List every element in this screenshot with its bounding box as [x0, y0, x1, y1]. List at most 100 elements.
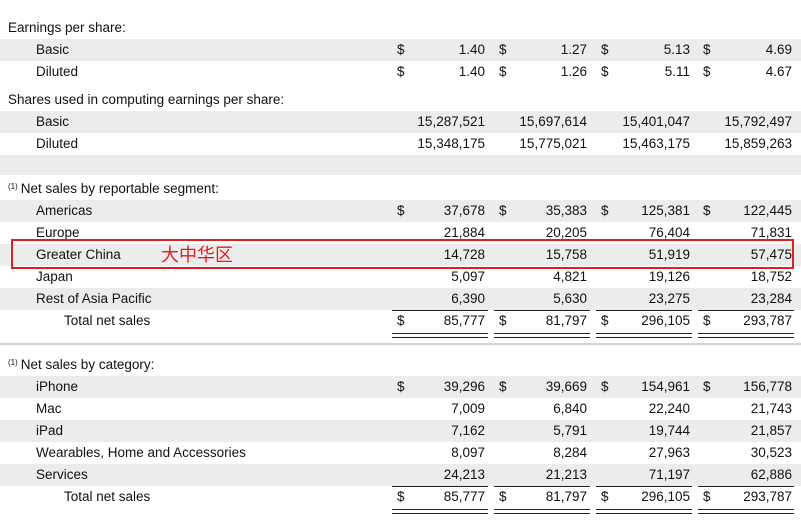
row-label: Europe [36, 225, 80, 240]
category-heading-row: (1) Net sales by category: [0, 354, 801, 376]
row-label: Basic [36, 114, 70, 129]
cell-value: 4,821 [553, 269, 587, 284]
currency-symbol: $ [397, 313, 405, 328]
total-double-rule [698, 333, 794, 338]
currency-symbol: $ [601, 203, 609, 218]
row-label: Wearables, Home and Accessories [36, 445, 246, 460]
eps-heading: Earnings per share: [8, 20, 126, 35]
currency-symbol: $ [397, 64, 405, 79]
currency-symbol: $ [397, 489, 405, 504]
row-label: iPad [36, 423, 64, 438]
cell-value: 39,296 [443, 379, 485, 394]
cell-value: 5,630 [553, 291, 587, 306]
cell-value: 39,669 [545, 379, 587, 394]
cell-value: 1.26 [560, 64, 587, 79]
spacer-row [0, 155, 801, 175]
total-double-rule [698, 509, 794, 514]
cell-value: 15,463,175 [622, 136, 690, 151]
footnote-marker: (1) [8, 358, 18, 367]
row-label: Japan [36, 269, 73, 284]
footnote-marker: (1) [8, 182, 18, 191]
cell-value: 8,097 [451, 445, 485, 460]
table-row: Europe 21,884 20,205 76,404 71,831 [0, 222, 801, 244]
cell-value: 4.69 [765, 42, 792, 57]
currency-symbol: $ [601, 42, 609, 57]
cell-value: 19,744 [648, 423, 690, 438]
cell-value: 37,678 [443, 203, 485, 218]
subtotal-rule [596, 486, 692, 487]
cell-value: 21,743 [750, 401, 792, 416]
row-label: Mac [36, 401, 62, 416]
cell-value: 71,197 [648, 467, 690, 482]
highlight-box [11, 239, 794, 269]
subtotal-rule [494, 486, 590, 487]
cell-value: 15,792,497 [724, 114, 792, 129]
total-value: 85,777 [443, 489, 485, 504]
total-row: Total net sales $ 85,777 $ 81,797 $ 296,… [0, 486, 801, 508]
currency-symbol: $ [703, 64, 711, 79]
cell-value: 30,523 [750, 445, 792, 460]
cell-value: 15,287,521 [417, 114, 485, 129]
currency-symbol: $ [499, 313, 507, 328]
total-double-rule [494, 509, 590, 514]
segment-heading-wrap: (1) Net sales by reportable segment: [8, 181, 219, 196]
cell-value: 156,778 [743, 379, 792, 394]
total-value: 81,797 [545, 313, 587, 328]
cell-value: 15,697,614 [519, 114, 587, 129]
table-row: Diluted 15,348,175 15,775,021 15,463,175… [0, 133, 801, 155]
currency-symbol: $ [703, 42, 711, 57]
shares-heading: Shares used in computing earnings per sh… [8, 92, 285, 107]
segment-heading-row: (1) Net sales by reportable segment: [0, 178, 801, 200]
cell-value: 6,840 [553, 401, 587, 416]
subtotal-rule [494, 310, 590, 311]
table-row: Americas $ 37,678 $ 35,383 $ 125,381 $ 1… [0, 200, 801, 222]
total-value: 293,787 [743, 313, 792, 328]
table-row: Rest of Asia Pacific 6,390 5,630 23,275 … [0, 288, 801, 310]
shares-heading-row: Shares used in computing earnings per sh… [0, 89, 801, 111]
row-label: Greater China [36, 247, 121, 262]
table-row: Basic 15,287,521 15,697,614 15,401,047 1… [0, 111, 801, 133]
currency-symbol: $ [601, 379, 609, 394]
cell-value: 62,886 [750, 467, 792, 482]
currency-symbol: $ [703, 489, 711, 504]
table-row: iPad 7,162 5,791 19,744 21,857 [0, 420, 801, 442]
total-double-rule [596, 333, 692, 338]
row-label: Services [36, 467, 88, 482]
cell-value: 5,791 [553, 423, 587, 438]
subtotal-rule [392, 486, 488, 487]
cell-value: 23,275 [648, 291, 690, 306]
cell-value: 8,284 [553, 445, 587, 460]
category-heading-wrap: (1) Net sales by category: [8, 357, 154, 372]
subtotal-rule [698, 310, 794, 311]
currency-symbol: $ [397, 203, 405, 218]
category-heading: Net sales by category: [20, 357, 155, 372]
cell-value: 15,758 [545, 247, 587, 262]
cell-value: 1.27 [560, 42, 587, 57]
cell-value: 6,390 [451, 291, 485, 306]
total-double-rule [596, 509, 692, 514]
cell-value: 1.40 [458, 64, 485, 79]
currency-symbol: $ [601, 489, 609, 504]
cell-value: 57,475 [750, 247, 792, 262]
cell-value: 27,963 [648, 445, 690, 460]
cell-value: 23,284 [750, 291, 792, 306]
currency-symbol: $ [703, 379, 711, 394]
currency-symbol: $ [499, 379, 507, 394]
currency-symbol: $ [499, 489, 507, 504]
row-label: Rest of Asia Pacific [36, 291, 152, 306]
total-row: Total net sales $ 85,777 $ 81,797 $ 296,… [0, 310, 801, 332]
cell-value: 19,126 [648, 269, 690, 284]
table-row: Diluted $ 1.40 $ 1.26 $ 5.11 $ 4.67 [0, 61, 801, 83]
subtotal-rule [392, 310, 488, 311]
currency-symbol: $ [601, 64, 609, 79]
cell-value: 5.13 [663, 42, 690, 57]
cell-value: 5,097 [451, 269, 485, 284]
currency-symbol: $ [703, 313, 711, 328]
currency-symbol: $ [703, 203, 711, 218]
total-label: Total net sales [64, 489, 151, 504]
row-label: iPhone [36, 379, 79, 394]
cell-value: 1.40 [458, 42, 485, 57]
cell-value: 5.11 [664, 64, 690, 79]
cell-value: 154,961 [641, 379, 690, 394]
currency-symbol: $ [499, 203, 507, 218]
